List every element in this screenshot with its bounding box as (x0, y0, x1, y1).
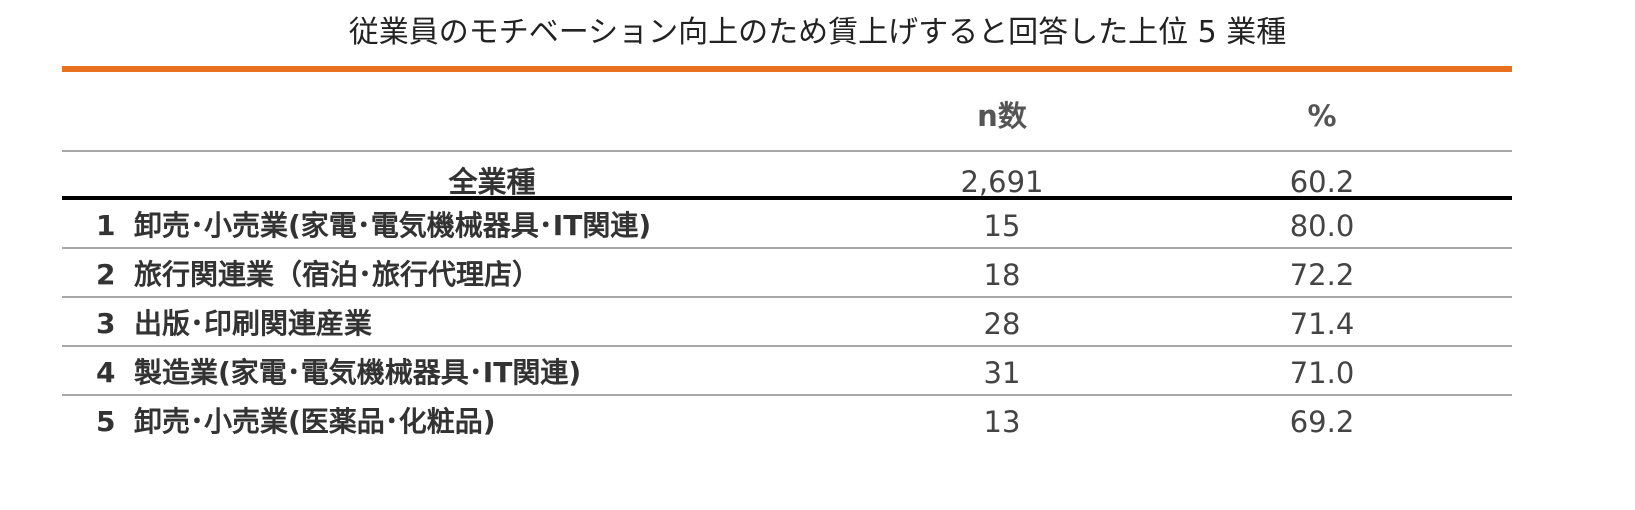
column-header-n: n数 (977, 99, 1027, 133)
row-n: 15 (983, 209, 1021, 243)
total-row: 全業種 2,691 60.2 (62, 158, 1512, 206)
industry-name: 製造業(家電･電気機械器具･IT関連) (134, 356, 582, 389)
rank-number: 4 (96, 356, 116, 389)
table-header: n数 % (62, 88, 1512, 144)
column-header-percent: % (1307, 99, 1337, 133)
row-percent: 72.2 (1289, 258, 1355, 292)
rank-number: 1 (96, 209, 116, 242)
row-percent: 80.0 (1289, 209, 1355, 243)
header-divider (62, 150, 1512, 152)
row-percent: 69.2 (1289, 405, 1355, 439)
total-divider (62, 196, 1512, 200)
title-accent-rule (62, 66, 1512, 72)
total-percent: 60.2 (1289, 165, 1355, 199)
table-title: 従業員のモチベーション向上のため賃上げすると回答した上位 5 業種 (348, 15, 1287, 50)
total-n: 2,691 (960, 165, 1044, 199)
row-percent: 71.4 (1289, 307, 1355, 341)
row-percent: 71.0 (1289, 356, 1355, 390)
row-n: 13 (983, 405, 1021, 439)
industry-name: 旅行関連業（宿泊･旅行代理店） (134, 258, 541, 291)
row-divider (62, 345, 1512, 347)
table-row: 2 旅行関連業（宿泊･旅行代理店） 18 72.2 (62, 250, 1512, 300)
rank-number: 5 (96, 405, 116, 438)
table-row: 4 製造業(家電･電気機械器具･IT関連) 31 71.0 (62, 348, 1512, 398)
industry-name: 卸売･小売業(医薬品･化粧品) (134, 405, 496, 438)
industry-name: 卸売･小売業(家電･電気機械器具･IT関連) (134, 209, 652, 242)
row-n: 18 (983, 258, 1021, 292)
row-n: 31 (983, 356, 1021, 390)
table-row: 1 卸売･小売業(家電･電気機械器具･IT関連) 15 80.0 (62, 201, 1512, 251)
industry-name: 出版･印刷関連産業 (134, 307, 373, 340)
row-divider (62, 247, 1512, 249)
rank-number: 3 (96, 307, 116, 340)
row-divider (62, 394, 1512, 396)
total-label: 全業種 (448, 165, 536, 199)
row-divider (62, 296, 1512, 298)
rank-number: 2 (96, 258, 116, 291)
row-n: 28 (983, 307, 1021, 341)
table-row: 5 卸売･小売業(医薬品･化粧品) 13 69.2 (62, 397, 1512, 447)
table-row: 3 出版･印刷関連産業 28 71.4 (62, 299, 1512, 349)
